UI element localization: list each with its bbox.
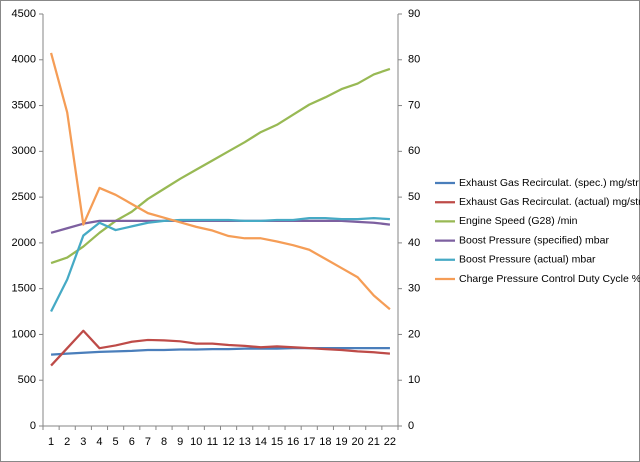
- y2-tick-label: 60: [408, 145, 420, 157]
- series-line: [49, 52, 391, 311]
- x-tick-label: 17: [303, 436, 315, 448]
- legend-label: Exhaust Gas Recirculat. (actual) mg/str: [459, 196, 640, 208]
- x-tick-label: 11: [207, 436, 218, 448]
- x-tick-label: 8: [161, 436, 167, 448]
- x-tick-label: 2: [64, 436, 70, 448]
- x-tick-label: 6: [129, 436, 135, 448]
- y2-tick-label: 80: [408, 54, 420, 66]
- y-tick-label: 4500: [12, 8, 36, 20]
- y2-tick-label: 0: [408, 420, 414, 432]
- y-tick-label: 1000: [12, 328, 36, 340]
- legend-label: Boost Pressure (actual) mbar: [459, 254, 596, 266]
- y2-tick-label: 40: [408, 237, 420, 249]
- x-tick-label: 20: [352, 436, 364, 448]
- legend-label: Exhaust Gas Recirculat. (spec.) mg/str: [459, 177, 639, 189]
- x-tick-label: 1: [48, 436, 54, 448]
- x-tick-label: 9: [177, 436, 183, 448]
- y2-tick-label: 70: [408, 99, 420, 111]
- legend-label: Engine Speed (G28) /min: [459, 215, 578, 227]
- y-tick-label: 3500: [12, 99, 36, 111]
- series-line: [51, 347, 390, 356]
- legend-label: Boost Pressure (specified) mbar: [459, 234, 609, 246]
- y2-tick-label: 90: [408, 8, 420, 20]
- x-tick-label: 16: [287, 436, 299, 448]
- y-tick-label: 3000: [12, 145, 36, 157]
- series-line: [50, 217, 390, 313]
- x-tick-label: 14: [255, 436, 267, 448]
- x-tick-label: 22: [384, 436, 396, 448]
- x-tick-label: 12: [222, 436, 234, 448]
- y-tick-label: 4000: [12, 54, 36, 66]
- x-tick-label: 18: [319, 436, 331, 448]
- x-tick-label: 5: [113, 436, 119, 448]
- y-tick-label: 0: [30, 420, 36, 432]
- y-tick-label: 2000: [12, 237, 36, 249]
- x-tick-label: 13: [239, 436, 251, 448]
- y2-tick-label: 10: [408, 374, 420, 386]
- y2-tick-label: 30: [408, 283, 420, 295]
- x-tick-label: 10: [190, 436, 202, 448]
- y2-tick-label: 50: [408, 191, 420, 203]
- y2-tick-label: 20: [408, 328, 420, 340]
- x-tick-label: 4: [96, 436, 102, 448]
- x-tick-label: 7: [145, 436, 151, 448]
- y-tick-label: 2500: [12, 191, 36, 203]
- x-tick-label: 21: [368, 436, 380, 448]
- x-tick-label: 15: [271, 436, 283, 448]
- y-tick-label: 1500: [12, 283, 36, 295]
- y-tick-label: 500: [18, 374, 36, 386]
- series-line: [50, 329, 391, 367]
- x-tick-label: 19: [335, 436, 347, 448]
- legend-label: Charge Pressure Control Duty Cycle %: [459, 273, 640, 285]
- x-tick-label: 3: [80, 436, 86, 448]
